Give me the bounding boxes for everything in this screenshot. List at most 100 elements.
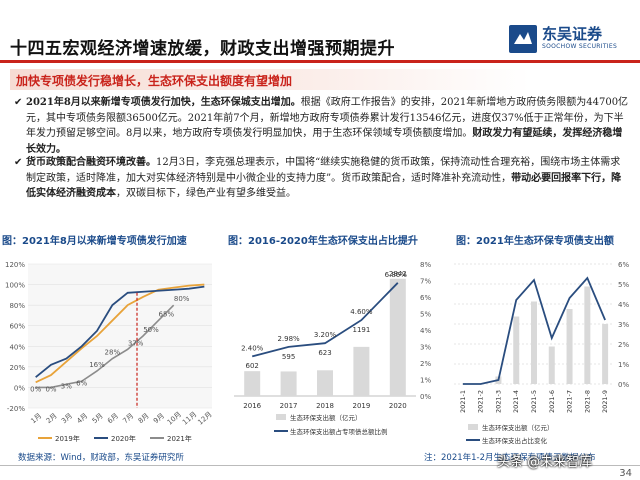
legend-label: 2019年 xyxy=(55,434,80,443)
bullet-1-lead: 2021年8月以来新增专项债发行加快，生态环保城支出增加。 xyxy=(26,97,301,108)
x-tick-label: 1月 xyxy=(29,412,43,426)
legend-swatch xyxy=(468,424,478,430)
x-tick-label: 9月 xyxy=(152,412,166,426)
data-label: 37% xyxy=(128,339,144,347)
x-tick-label: 8月 xyxy=(137,412,151,426)
bar-label: 623 xyxy=(318,349,331,357)
line-label: 4.60% xyxy=(350,308,373,316)
company-logo: 东吴证券 SOOCHOW SECURITIES xyxy=(508,22,626,56)
legend-label: 2020年 xyxy=(111,434,136,443)
bullet-1-text: 根据《政府工作报告》的安排，2021年新增地方政府债务限额为44700亿元，其中… xyxy=(26,97,629,139)
series-line-2021年 xyxy=(35,304,175,389)
chart-1: -20% 0% 20% 40% 60% 80% 100% 120% 1月 2月 3月 4月 5月 6月 7月… xyxy=(5,261,214,443)
logo-subtitle: SOOCHOW SECURITIES xyxy=(542,43,618,50)
share-line xyxy=(462,276,606,385)
y-tick-label: 100% xyxy=(5,282,25,290)
bullet-1-tail: 财政发力有望延续，发挥经济稳增长效力。 xyxy=(26,128,623,155)
line-label: 3.20% xyxy=(314,331,337,339)
x-tick-label: 4月 xyxy=(75,412,89,426)
x-tick-label: 2021-9 xyxy=(601,390,609,413)
y2-tick-label: 3% xyxy=(618,321,629,329)
bar-2021-9 xyxy=(602,324,609,384)
chart-2-caption: 图：2016-2020年生态环保支出占比提升 xyxy=(228,236,418,247)
line-label: 2.98% xyxy=(277,335,300,343)
chart-3-caption: 图：2021年生态环保专项债支出额 xyxy=(456,236,614,247)
chart-1-caption: 图：2021年8月以来新增专项债发行加速 xyxy=(2,236,187,247)
page-number: 34 xyxy=(619,468,632,479)
x-tick-label: 2021-7 xyxy=(566,390,574,413)
bar-2016 xyxy=(244,371,261,396)
y-tick-label: 120% xyxy=(5,261,25,269)
y2-tick-label: 5% xyxy=(618,281,629,289)
y2-tick-label: 1% xyxy=(420,377,431,385)
chart-note: 注：2021年1-2月生态环保专项债无数据公布 xyxy=(424,453,596,463)
data-label: 80% xyxy=(174,295,190,303)
bullet-2-text: 12月3日，李克强总理表示，中国将“继续实施稳健的货币政策，保持流动性合理充裕，… xyxy=(26,157,621,184)
logo-mark-icon xyxy=(509,25,537,53)
bar-2021-8 xyxy=(584,286,591,384)
bar-2021-5 xyxy=(531,301,537,384)
bar-2021-6 xyxy=(548,346,555,384)
logo-name: 东吴证券 xyxy=(542,25,603,43)
section-heading-bar: 加快专项债发行稳增长，生态环保支出额度有望增加 xyxy=(10,69,530,90)
y2-tick-label: 5% xyxy=(420,311,431,319)
bar-label: 2842 xyxy=(389,270,407,278)
y2-tick-label: 2% xyxy=(618,341,629,349)
x-tick-label: 2017 xyxy=(280,402,298,410)
x-tick-label: 2021-3 xyxy=(494,390,502,413)
legend-label: 2021年 xyxy=(167,434,192,443)
y2-tick-label: 4% xyxy=(420,327,431,335)
chart-3: 0% 1% 2% 3% 4% 5% 6% 2021-1 2021-2 2021-3 2021-4 20… xyxy=(454,261,629,445)
x-tick-label: 2月 xyxy=(45,412,59,426)
bullet-2-text2: ，双碳目标下，绿色产业有望多维受益。 xyxy=(116,188,296,199)
title-divider xyxy=(0,60,640,63)
x-tick-label: 6月 xyxy=(106,412,120,426)
y-tick-label: 40% xyxy=(9,343,25,351)
bar-2017 xyxy=(280,371,297,396)
watermark: 头条 @未来智库 xyxy=(497,455,593,470)
x-tick-label: 3月 xyxy=(60,412,74,426)
y-tick-label: 80% xyxy=(9,302,25,310)
x-tick-label: 7月 xyxy=(121,412,135,426)
footer-divider xyxy=(0,465,640,466)
legend-label: 生态环保支出额（亿元） xyxy=(482,423,554,432)
line-label: 2.40% xyxy=(241,344,264,352)
y2-tick-label: 0% xyxy=(618,381,629,389)
x-tick-label: 2021-2 xyxy=(477,390,485,413)
x-tick-label: 2020 xyxy=(389,402,407,410)
x-tick-label: 2021-6 xyxy=(548,390,556,413)
legend-label: 生态环保支出额（亿元） xyxy=(290,413,362,422)
check-icon: ✔ xyxy=(14,157,23,168)
x-tick-label: 12月 xyxy=(196,410,213,426)
x-tick-label: 10月 xyxy=(166,410,183,426)
y2-tick-label: 4% xyxy=(618,301,629,309)
data-label: 6% xyxy=(76,379,87,387)
y2-tick-label: 3% xyxy=(420,344,431,352)
data-label: 28% xyxy=(105,349,121,357)
legend-swatch xyxy=(276,414,286,420)
share-line xyxy=(251,282,399,358)
y2-tick-label: 6% xyxy=(618,261,629,269)
y2-tick-label: 7% xyxy=(420,278,431,286)
x-tick-label: 2021-8 xyxy=(583,390,591,413)
bullet-1: ✔ 2021年8月以来新增专项债发行加快，生态环保城支出增加。根据《政府工作报告… xyxy=(14,95,630,157)
bullet-2-mid: 带动必要回报率下行，降低实体经济融资成本 xyxy=(26,172,622,200)
bar-2018 xyxy=(317,370,333,396)
check-icon: ✔ xyxy=(14,97,23,108)
x-tick-label: 2018 xyxy=(316,402,334,410)
y2-tick-label: 6% xyxy=(420,294,431,302)
x-tick-label: 11月 xyxy=(181,410,198,426)
x-tick-label: 5月 xyxy=(91,412,105,426)
y-tick-label: 20% xyxy=(9,364,25,372)
bar-2021-7 xyxy=(566,309,573,384)
y2-tick-label: 8% xyxy=(420,261,431,269)
series-line-2020年 xyxy=(35,285,205,378)
data-label: 3% xyxy=(61,382,72,390)
legend-label: 生态环保支出占比变化 xyxy=(482,436,548,445)
bar-2019 xyxy=(353,346,370,396)
y2-tick-label: 0% xyxy=(420,393,431,401)
y2-tick-label: 1% xyxy=(618,361,629,369)
y2-tick-label: 2% xyxy=(420,360,431,368)
line-label: 6.86% xyxy=(385,271,408,279)
chart-2: 0% 1% 2% 3% 4% 5% 6% 7% 8% 602 2016 595 2017 623 2018 1… xyxy=(234,261,431,436)
